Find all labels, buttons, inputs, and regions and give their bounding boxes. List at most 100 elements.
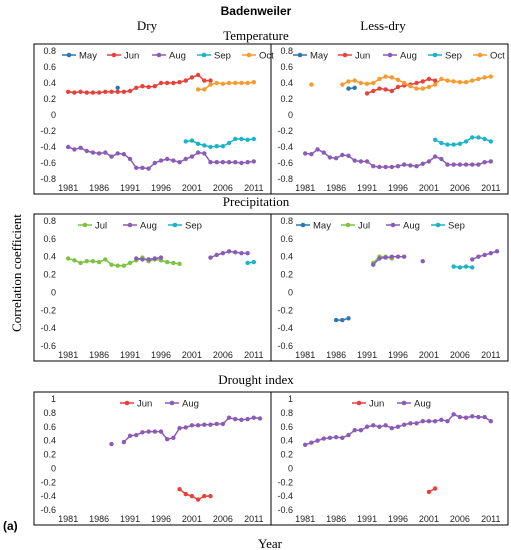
legend-marker [82, 222, 88, 228]
y-tick-label: -0.2 [40, 305, 56, 315]
data-point [109, 89, 114, 95]
x-tick-label: 1991 [357, 514, 377, 524]
y-tick-label: 0.2 [43, 450, 56, 460]
series-sep [451, 264, 475, 270]
y-tick-label: 0 [288, 287, 293, 297]
panel-border [270, 43, 509, 195]
x-tick-label: 1996 [151, 350, 171, 360]
data-point [257, 416, 263, 421]
x-tick-label: 1986 [326, 183, 346, 193]
data-point [401, 80, 407, 86]
legend-label: Jun [355, 51, 370, 62]
data-point [432, 154, 438, 159]
legend-label: Sep [185, 221, 202, 232]
x-tick-label: 2011 [481, 183, 500, 193]
legend-label: Aug [169, 51, 186, 62]
x-tick-label: 1991 [357, 350, 377, 360]
data-point [488, 74, 494, 79]
data-point [152, 256, 158, 261]
figure-title: Badenweiler [221, 4, 292, 18]
data-point [408, 421, 413, 426]
data-point [340, 317, 345, 323]
data-point [171, 435, 176, 441]
y-tick-label: -0.6 [277, 158, 293, 168]
y-tick-label: 0.4 [43, 78, 56, 88]
x-tick-label: 1981 [58, 514, 78, 524]
data-point [195, 497, 201, 502]
series-oct [309, 74, 494, 91]
data-point [109, 441, 114, 447]
data-point [432, 78, 438, 83]
data-point [432, 486, 438, 491]
x-tick-label: 1981 [295, 514, 315, 524]
data-point [251, 80, 257, 85]
data-point [65, 89, 71, 95]
data-point [177, 160, 182, 165]
data-point [420, 79, 425, 84]
data-point [414, 164, 419, 169]
data-point [115, 263, 120, 268]
panel-temperature-less-dry: -0.8 -0.6 -0.4 -0.2 0 0.2 0.4 0.6 0.8 1981 1986 199… [270, 43, 509, 195]
x-tick-label: 1986 [89, 514, 109, 524]
x-tick-label: 1981 [58, 183, 78, 193]
series-jun [177, 486, 213, 502]
y-tick-label: -0.4 [277, 142, 293, 152]
data-point [426, 419, 432, 424]
column-title-less-dry: Less-dry [360, 18, 406, 33]
data-point [426, 489, 432, 495]
data-point [208, 144, 213, 150]
data-point [220, 421, 226, 427]
data-point [140, 257, 145, 262]
data-point [158, 158, 164, 163]
series-may [333, 316, 351, 323]
data-point [140, 84, 145, 89]
series-aug [371, 249, 500, 267]
data-point [445, 162, 450, 167]
data-point [309, 82, 314, 87]
legend-marker [111, 52, 117, 58]
panel-precipitation-less-dry: -0.6 -0.4 -0.2 0 0.2 0.4 0.6 0.8 1981 1986 1991 199… [270, 213, 509, 362]
y-tick-label: 0.4 [280, 252, 293, 262]
data-point [445, 142, 450, 147]
data-point [352, 85, 357, 91]
data-point [158, 255, 164, 260]
data-point [134, 432, 139, 438]
legend-marker [435, 222, 441, 228]
data-point [158, 429, 164, 434]
legend-marker [246, 52, 252, 58]
data-point [371, 262, 376, 267]
data-point [103, 150, 108, 155]
data-point [309, 152, 314, 157]
data-point [208, 493, 213, 499]
legend-label: Oct [259, 51, 274, 62]
data-point [346, 153, 351, 158]
data-point [377, 76, 382, 82]
data-point [251, 136, 257, 142]
data-point [389, 164, 395, 170]
legend-marker [345, 222, 351, 228]
data-point [96, 90, 102, 95]
x-tick-label: 2006 [450, 350, 470, 360]
legend-marker [300, 222, 306, 228]
data-point [96, 259, 102, 265]
y-tick-label: 0.8 [280, 46, 293, 56]
x-tick-label: 2011 [244, 350, 263, 360]
data-point [389, 425, 395, 431]
y-tick-label: 0.2 [43, 94, 56, 104]
y-tick-label: 0 [51, 287, 56, 297]
y-tick-label: -0.8 [40, 174, 56, 184]
data-point [245, 80, 250, 86]
series-jun [426, 486, 438, 495]
data-point [451, 142, 456, 147]
x-tick-label: 2011 [244, 183, 263, 193]
data-point [208, 160, 213, 165]
data-point [420, 86, 425, 91]
panel-border [33, 213, 272, 362]
data-point [226, 140, 232, 146]
data-point [371, 80, 376, 86]
data-point [127, 88, 133, 94]
data-point [251, 259, 257, 265]
x-tick-label: 2011 [481, 514, 500, 524]
data-point [364, 159, 370, 164]
series-aug [65, 144, 257, 171]
